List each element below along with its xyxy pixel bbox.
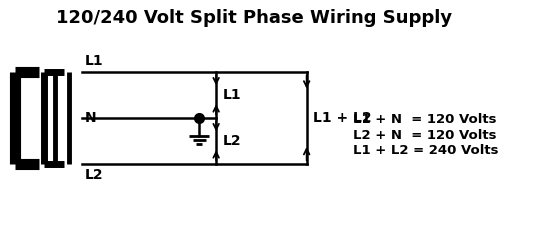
Text: L1 + L2 = 240 Volts: L1 + L2 = 240 Volts <box>354 144 499 158</box>
Text: L1: L1 <box>85 54 104 68</box>
Text: L1 + L2: L1 + L2 <box>313 111 372 125</box>
Text: L1 + N  = 120 Volts: L1 + N = 120 Volts <box>354 113 497 126</box>
Text: L2: L2 <box>222 134 241 148</box>
Text: L2: L2 <box>85 168 104 182</box>
Text: N: N <box>85 111 97 125</box>
Text: L1: L1 <box>222 88 241 102</box>
Text: 120/240 Volt Split Phase Wiring Supply: 120/240 Volt Split Phase Wiring Supply <box>56 9 451 27</box>
Text: L2 + N  = 120 Volts: L2 + N = 120 Volts <box>354 129 497 142</box>
